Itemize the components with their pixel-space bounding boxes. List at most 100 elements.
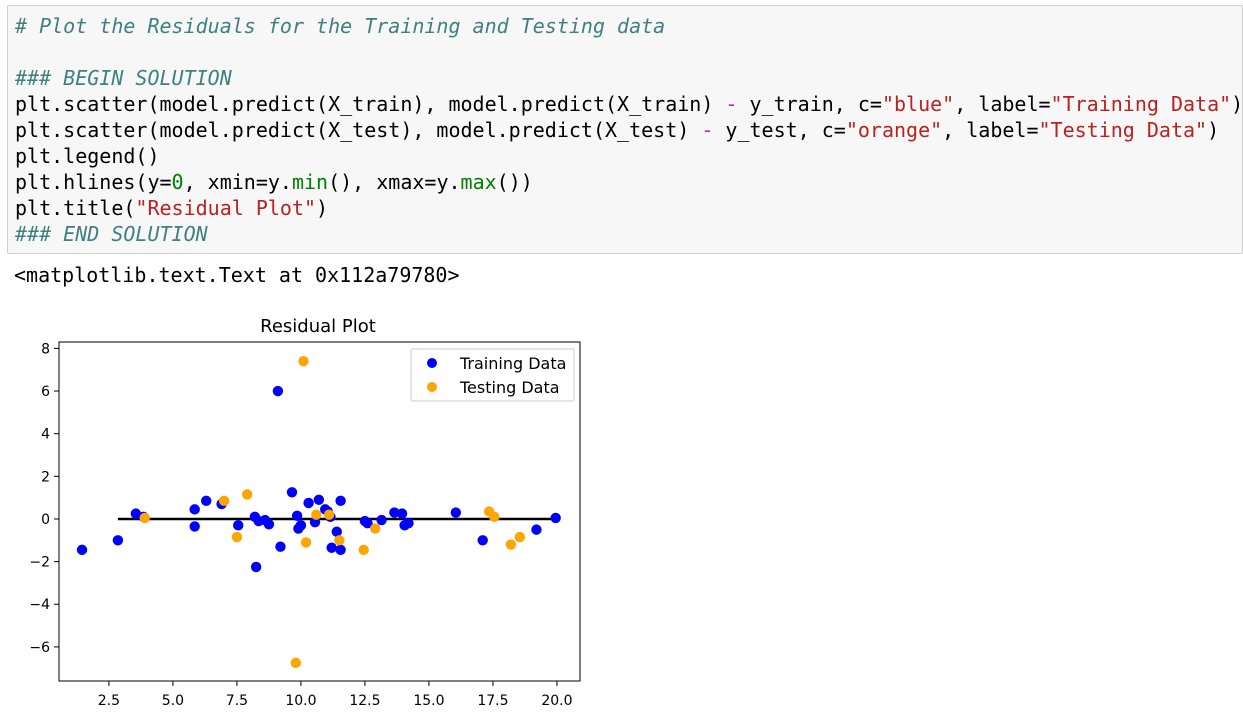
code-token: min — [291, 170, 329, 194]
code-token: "Residual Plot" — [135, 196, 317, 220]
code-token: plt.scatter(model.predict(X_test), model… — [15, 118, 702, 142]
code-token: - — [725, 92, 738, 116]
code-line: plt.hlines(y=0, xmin=y.min(), xmax=y.max… — [15, 169, 1243, 195]
training-point — [189, 521, 200, 532]
y-tick-label: −2 — [29, 555, 50, 571]
code-token: y_train, c= — [737, 92, 882, 116]
x-tick-label: 7.5 — [226, 693, 248, 709]
testing-point — [311, 509, 322, 520]
code-line: plt.scatter(model.predict(X_train), mode… — [15, 91, 1243, 117]
testing-point — [323, 509, 335, 520]
code-line — [15, 39, 1243, 65]
residual-plot-chart: Residual Plot 8 6 4 2 0 −2 −4 −6 2.5 5.0 7.5 10.0 1… — [29, 316, 581, 709]
training-point — [291, 510, 303, 521]
code-editor[interactable]: # Plot the Residuals for the Training an… — [15, 13, 1243, 247]
training-point — [396, 508, 408, 519]
code-token: ### BEGIN SOLUTION — [15, 66, 232, 90]
x-tick-label: 17.5 — [477, 693, 508, 709]
code-token: plt.scatter(model.predict(X_train), mode… — [15, 92, 726, 116]
training-point — [286, 487, 298, 498]
testing-point — [139, 512, 150, 524]
code-line: # Plot the Residuals for the Training an… — [15, 13, 1243, 39]
code-line: plt.title("Residual Plot") — [15, 195, 1243, 221]
x-tick-label: 15.0 — [413, 693, 444, 709]
x-tick-label: 5.0 — [162, 693, 184, 709]
code-token: ) — [1207, 118, 1220, 142]
y-tick-label: −6 — [29, 640, 50, 656]
testing-point — [231, 531, 243, 543]
code-token: ) — [1231, 92, 1243, 116]
training-point — [450, 507, 462, 518]
y-axis: 8 6 4 2 0 −2 −4 −6 — [29, 341, 59, 656]
testing-point — [300, 537, 312, 548]
y-tick-label: 0 — [41, 512, 50, 528]
code-token: # Plot the Residuals for the Training an… — [15, 14, 666, 38]
training-point — [313, 494, 325, 505]
code-token: - — [701, 118, 714, 142]
training-point — [335, 544, 346, 556]
x-tick-label: 12.5 — [349, 693, 380, 709]
legend-label-training: Training Data — [459, 354, 566, 373]
residual-plot-figure: Residual Plot 8 6 4 2 0 −2 −4 −6 2.5 5.0 7.5 10.0 1… — [0, 300, 600, 723]
training-point — [295, 520, 307, 531]
code-token: (), xmax=y. — [328, 170, 461, 194]
training-point — [189, 504, 200, 515]
testing-point — [369, 523, 381, 534]
x-tick-label: 20.0 — [541, 693, 572, 709]
legend: Training Data Testing Data — [410, 348, 575, 402]
code-line: plt.scatter(model.predict(X_test), model… — [15, 117, 1243, 143]
x-tick-label: 10.0 — [285, 693, 316, 709]
training-point — [550, 512, 561, 524]
testing-point — [290, 657, 302, 669]
code-token: ### END SOLUTION — [15, 222, 208, 246]
chart-title: Residual Plot — [260, 316, 376, 337]
code-token: plt.legend() — [15, 144, 160, 168]
testing-point — [334, 535, 345, 546]
legend-marker-testing — [427, 382, 437, 392]
training-points — [76, 385, 561, 573]
code-line: plt.legend() — [15, 143, 1243, 169]
testing-point — [489, 511, 500, 523]
code-token: y_test, c= — [713, 118, 846, 142]
y-tick-label: 6 — [41, 384, 50, 400]
code-token: ()) — [496, 170, 533, 194]
y-tick-label: 4 — [41, 427, 50, 443]
training-point — [335, 495, 346, 507]
legend-label-testing: Testing Data — [459, 378, 560, 397]
training-point — [112, 535, 124, 546]
training-point — [362, 518, 373, 529]
code-token: , xmin=y. — [183, 170, 292, 194]
code-token: , label= — [942, 118, 1039, 142]
training-point — [326, 542, 337, 553]
y-tick-label: 2 — [41, 469, 50, 485]
training-point — [331, 526, 342, 537]
code-token: plt.hlines(y= — [15, 170, 172, 194]
code-token: ) — [316, 196, 329, 220]
code-cell-input[interactable]: # Plot the Residuals for the Training an… — [7, 5, 1243, 254]
y-tick-label: −4 — [29, 597, 50, 613]
code-token: 0 — [171, 170, 184, 194]
testing-point — [241, 489, 253, 500]
code-token: "Testing Data" — [1038, 118, 1208, 142]
x-tick-label: 2.5 — [98, 693, 120, 709]
training-point — [250, 561, 262, 573]
legend-marker-training — [427, 358, 437, 368]
code-token: "blue" — [881, 92, 955, 116]
code-token: "Training Data" — [1050, 92, 1232, 116]
testing-point — [218, 495, 230, 507]
testing-point — [514, 531, 526, 543]
code-line: ### END SOLUTION — [15, 221, 1243, 247]
training-point — [531, 524, 542, 535]
training-point — [275, 541, 286, 552]
training-point — [403, 518, 414, 529]
testing-point — [505, 539, 517, 550]
training-point — [201, 495, 212, 507]
x-axis: 2.5 5.0 7.5 10.0 12.5 15.0 17.5 20.0 — [98, 681, 573, 709]
legend-box — [410, 348, 575, 402]
code-token: plt.title( — [15, 196, 136, 220]
scatter-points — [76, 355, 561, 669]
training-point — [376, 514, 387, 526]
training-point — [233, 520, 244, 531]
code-token: "orange" — [845, 118, 943, 142]
code-token: , label= — [954, 92, 1051, 116]
